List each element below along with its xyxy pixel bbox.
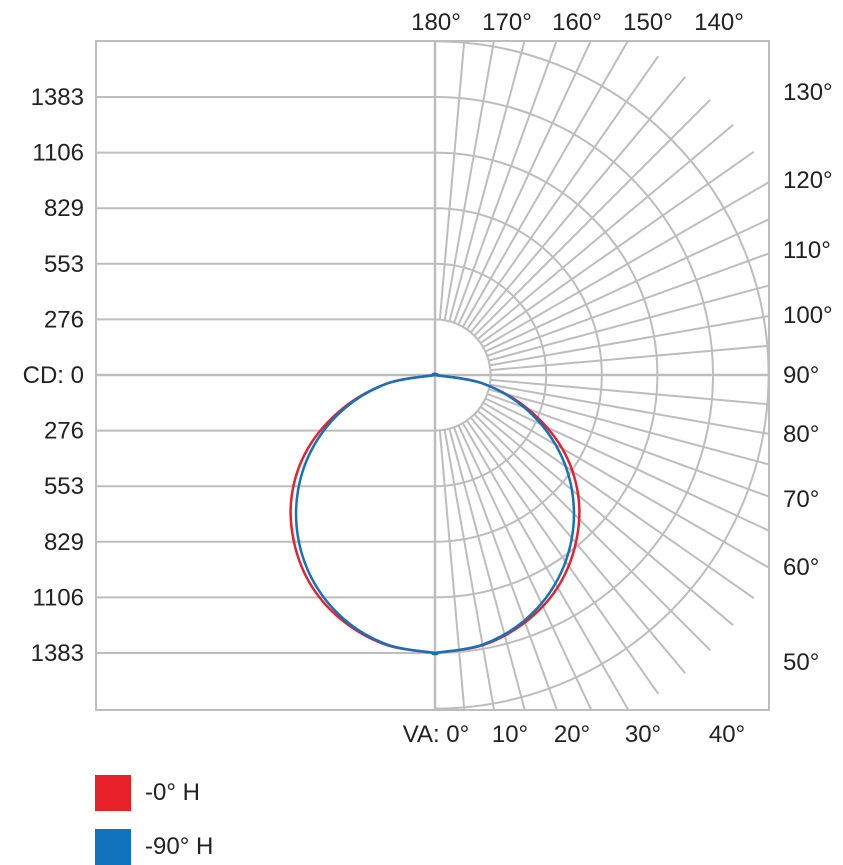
radial-tick-label: 1383 (31, 640, 84, 667)
angle-tick-right: 120° (783, 167, 833, 194)
radial-tick-label: 829 (44, 529, 84, 556)
grid-spoke (490, 344, 769, 372)
grid-spoke (469, 416, 686, 674)
angle-tick-top: 170° (482, 9, 532, 36)
angle-tick-top: 140° (694, 9, 744, 36)
legend-item-0h: -0° H (95, 775, 200, 811)
grid-arcs (434, 41, 769, 710)
angle-tick-right: 50° (783, 649, 819, 676)
angle-tick-bottom: VA: 0° (403, 721, 470, 748)
angle-tick-top: 150° (623, 9, 673, 36)
grid (96, 41, 769, 710)
grid-spoke (486, 393, 769, 498)
legend-label-90h: -90° H (145, 833, 214, 860)
grid-spoke (476, 409, 734, 626)
grid-spoke (461, 422, 630, 710)
radial-tick-label: 276 (44, 418, 84, 445)
angle-tick-bottom: 10° (492, 721, 528, 748)
radial-tick-label: 1383 (31, 84, 84, 111)
angle-tick-top: 180° (411, 9, 461, 36)
grid-spoke (448, 41, 526, 322)
radial-tick-label: 829 (44, 195, 84, 222)
angle-tick-right: 110° (783, 237, 831, 264)
angle-tick-right: 60° (783, 554, 819, 581)
grid-spoke (443, 429, 496, 710)
angle-tick-top: 160° (552, 9, 602, 36)
grid-spoke (461, 41, 629, 328)
legend-swatch-0h (95, 775, 131, 811)
angle-tick-bottom: 40° (709, 721, 745, 748)
radial-tick-label: 1106 (32, 584, 84, 611)
grid-spoke (482, 181, 769, 349)
grid-spoke (443, 41, 495, 321)
grid-spoke (469, 76, 686, 334)
grid-spoke (482, 401, 769, 569)
angle-tick-right: 80° (783, 421, 819, 448)
grid-spoke (476, 124, 734, 341)
grid-spoke (457, 424, 593, 710)
grid-spoke (489, 383, 769, 435)
grid-spoke (473, 413, 711, 651)
radial-tick-label: CD: 0 (23, 362, 84, 389)
grid-spoke (453, 41, 558, 324)
grid-spoke (488, 388, 769, 466)
radial-tick-label: 276 (44, 306, 84, 333)
radial-tick-label: 553 (44, 473, 84, 500)
radial-tick-label: 1106 (32, 140, 84, 167)
grid-spoke (490, 378, 769, 406)
grid-spoke (473, 99, 711, 337)
grid-spoke (479, 150, 755, 344)
grid-spoke (466, 419, 660, 695)
angle-tick-bottom: 20° (554, 721, 590, 748)
radial-tick-label: 553 (44, 251, 84, 278)
tick-labels: 1383 1106 829 553 276 CD: 0 276 553 829 1106 1383 1… (23, 9, 833, 748)
grid-spoke (484, 218, 769, 353)
grid-spoke (438, 41, 466, 320)
series-group (289, 372, 581, 656)
grid-spoke (438, 430, 466, 710)
angle-tick-bottom: 30° (625, 721, 661, 748)
legend-label-0h: -0° H (145, 779, 200, 806)
angle-tick-right: 100° (783, 302, 833, 329)
legend-item-90h: -90° H (95, 829, 213, 865)
grid-spoke (479, 406, 755, 600)
grid-spoke (466, 55, 660, 331)
polar-chart: 1383 1106 829 553 276 CD: 0 276 553 829 1106 1383 1… (23, 9, 833, 748)
angle-tick-right: 90° (783, 362, 819, 389)
angle-tick-right: 130° (783, 79, 833, 106)
legend-swatch-90h (95, 829, 131, 865)
grid-spoke (448, 428, 526, 710)
series-line-1 (294, 372, 576, 656)
grid-spoke (453, 426, 558, 710)
angle-tick-right: 70° (783, 486, 819, 513)
grid-spoke (488, 284, 769, 362)
grid-spoke (486, 252, 769, 357)
grid-spoke (484, 397, 769, 532)
grid-spoke (489, 315, 769, 367)
grid-spoke (457, 41, 592, 326)
